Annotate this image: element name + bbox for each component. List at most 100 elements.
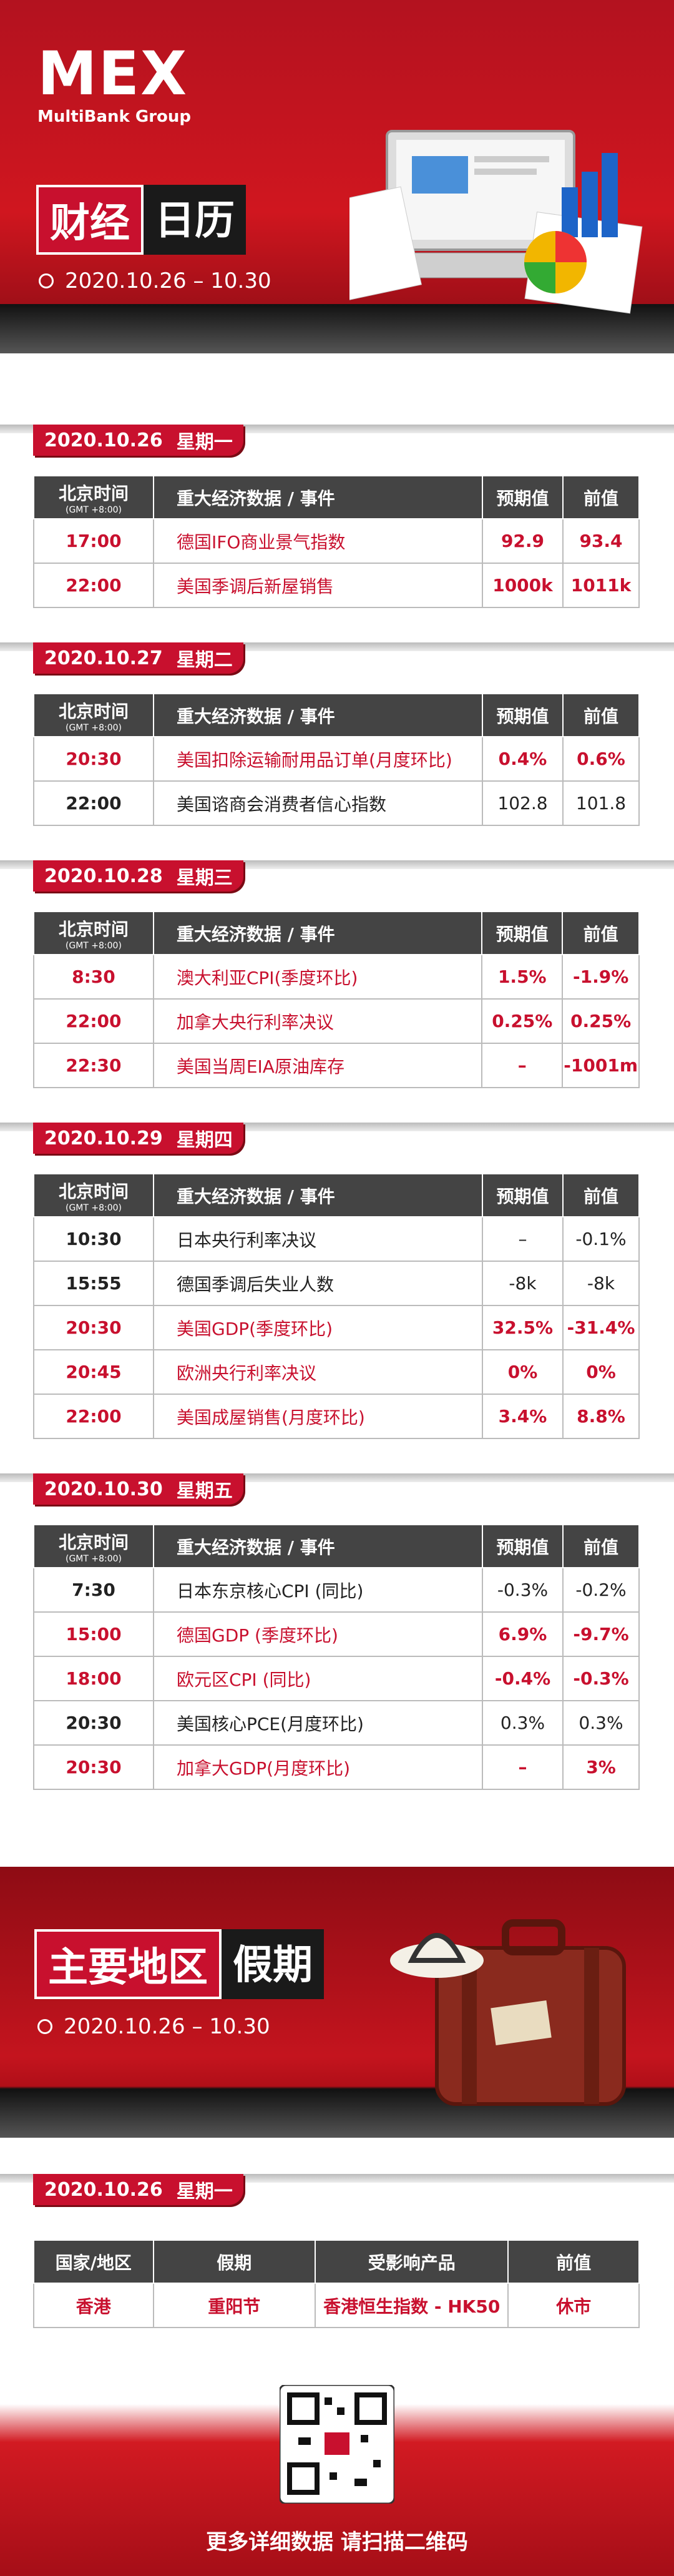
header-row: 北京时间 (GMT +8:00) 重大经济数据 / 事件 预期值 前值 bbox=[33, 475, 640, 519]
forecast-cell: 0% bbox=[482, 1349, 564, 1395]
column-header: 重大经济数据 / 事件 bbox=[153, 475, 483, 519]
logo-subtitle: MultiBank Group bbox=[37, 107, 191, 126]
previous-cell: -1.9% bbox=[562, 954, 640, 1000]
event-cell: 德国季调后失业人数 bbox=[153, 1261, 483, 1306]
column-note: (GMT +8:00) bbox=[65, 1553, 122, 1564]
date: 2020.10.30 bbox=[44, 1478, 163, 1500]
event-table: 北京时间 (GMT +8:00) 重大经济数据 / 事件 预期值 前值 17:00 德国IF… bbox=[33, 475, 640, 608]
header-row: 国家/地区 假期 受影响产品 前值 bbox=[33, 2239, 640, 2284]
event-row: 10:30 日本央行利率决议 – -0.1% bbox=[33, 1216, 640, 1262]
event-cell: 美国当周EIA原油库存 bbox=[152, 1043, 483, 1088]
forecast-cell: 102.8 bbox=[482, 780, 564, 826]
icon bbox=[39, 273, 54, 288]
event-table: 北京时间 (GMT +8:00) 重大经济数据 / 事件 预期值 前值 7:30 日本东京核… bbox=[33, 1524, 640, 1790]
event-row: 22:00 美国成屋销售(月度环比) 3.4% 8.8% bbox=[33, 1394, 640, 1439]
column-header: 受影响产品 bbox=[315, 2239, 509, 2284]
forecast-cell: – bbox=[482, 1216, 564, 1262]
column-header: 重大经济数据 / 事件 bbox=[152, 911, 483, 955]
column-title: 北京时间 bbox=[58, 483, 129, 504]
weekday: 星期一 bbox=[176, 431, 233, 453]
title-part: 财经 bbox=[36, 185, 144, 255]
event-cell: 美国成屋销售(月度环比) bbox=[153, 1394, 483, 1439]
holiday-cell: 香港 bbox=[33, 2283, 154, 2328]
header-row: 北京时间 (GMT +8:00) 重大经济数据 / 事件 预期值 前值 bbox=[33, 1173, 640, 1217]
event-cell: 澳大利亚CPI(季度环比) bbox=[152, 954, 483, 1000]
forecast-cell: 0.4% bbox=[482, 736, 564, 782]
previous-cell: 0.3% bbox=[562, 1700, 640, 1746]
date-banner: 2020.10.29 星期四 bbox=[33, 1123, 243, 1154]
previous-cell: 93.4 bbox=[562, 518, 640, 564]
time-cell: 10:30 bbox=[33, 1216, 154, 1262]
laptop-illustration bbox=[349, 130, 643, 314]
time-cell: 20:30 bbox=[33, 1700, 154, 1746]
date-range: 2020.10.26 – 10.30 bbox=[65, 268, 271, 293]
column-header: 国家/地区 bbox=[33, 2239, 154, 2284]
header-row: 北京时间 (GMT +8:00) 重大经济数据 / 事件 预期值 前值 bbox=[33, 693, 640, 737]
holiday-section: 2020.10.26 星期一 国家/地区 假期 受影响产品 前值 香港 重阳节 香港恒生指数… bbox=[0, 2174, 674, 2336]
date-banner: 2020.10.30 星期五 bbox=[33, 1473, 243, 1505]
weekday: 星期一 bbox=[176, 2181, 233, 2203]
suitcase-illustration bbox=[390, 1919, 626, 2106]
forecast-cell: – bbox=[481, 1043, 564, 1088]
title-part: 日历 bbox=[144, 185, 246, 255]
event-row: 20:30 美国扣除运输耐用品订单(月度环比) 0.4% 0.6% bbox=[33, 736, 640, 782]
previous-cell: 0% bbox=[562, 1349, 640, 1395]
column-header: 前值 bbox=[562, 475, 640, 519]
forecast-cell: 1.5% bbox=[481, 954, 564, 1000]
column-header: 北京时间 (GMT +8:00) bbox=[33, 1524, 154, 1568]
event-cell: 美国谘商会消费者信心指数 bbox=[153, 780, 483, 826]
previous-cell: -1001m bbox=[562, 1043, 640, 1088]
date-line: 2020.10.26 – 10.30 bbox=[37, 2014, 270, 2039]
title-part: 主要地区 bbox=[34, 1929, 222, 1999]
time-cell: 8:30 bbox=[33, 954, 154, 1000]
previous-cell: -8k bbox=[562, 1261, 640, 1306]
column-header: 预期值 bbox=[482, 1524, 564, 1568]
time-cell: 20:45 bbox=[33, 1349, 154, 1395]
event-row: 20:30 美国核心PCE(月度环比) 0.3% 0.3% bbox=[33, 1700, 640, 1746]
event-row: 22:00 美国季调后新屋销售 1000k 1011k bbox=[33, 563, 640, 608]
day-section: 2020.10.27 星期二北京时间 (GMT +8:00) 重大经济数据 / 事件预… bbox=[0, 642, 674, 826]
forecast-cell: 6.9% bbox=[482, 1611, 564, 1657]
time-cell: 22:30 bbox=[33, 1043, 154, 1088]
event-cell: 美国扣除运输耐用品订单(月度环比) bbox=[153, 736, 483, 782]
holiday-title: 主要地区 假期 bbox=[34, 1929, 324, 1999]
previous-cell: -0.2% bbox=[562, 1567, 640, 1613]
previous-cell: 0.6% bbox=[562, 736, 640, 782]
forecast-cell: 3.4% bbox=[482, 1394, 564, 1439]
forecast-cell: 0.25% bbox=[481, 998, 564, 1044]
date: 2020.10.29 bbox=[44, 1127, 163, 1149]
footer bbox=[0, 2385, 674, 2576]
date: 2020.10.26 bbox=[44, 429, 163, 451]
column-header: 前值 bbox=[507, 2239, 640, 2284]
column-header: 前值 bbox=[562, 1524, 640, 1568]
title: 财经 日历 bbox=[36, 185, 246, 255]
previous-cell: -9.7% bbox=[562, 1611, 640, 1657]
header: MEX MultiBank Group 财经 日历 2020.10.26 – 1… bbox=[0, 0, 674, 353]
forecast-cell: -0.3% bbox=[482, 1567, 564, 1613]
column-title: 北京时间 bbox=[58, 701, 129, 722]
date-banner: 2020.10.26 星期一 bbox=[33, 425, 243, 456]
date-banner: 2020.10.27 星期二 bbox=[33, 642, 243, 674]
column-header: 重大经济数据 / 事件 bbox=[153, 693, 483, 737]
event-cell: 德国GDP (季度环比) bbox=[153, 1611, 483, 1657]
time-cell: 22:00 bbox=[33, 1394, 154, 1439]
forecast-cell: – bbox=[482, 1744, 564, 1790]
column-header: 预期值 bbox=[481, 911, 564, 955]
day-section: 2020.10.26 星期一北京时间 (GMT +8:00) 重大经济数据 / 事件预… bbox=[0, 425, 674, 608]
event-table: 北京时间 (GMT +8:00) 重大经济数据 / 事件 预期值 前值 8:30 澳大利亚C… bbox=[33, 911, 640, 1088]
column-header: 前值 bbox=[562, 911, 640, 955]
event-row: 20:45 欧洲央行利率决议 0% 0% bbox=[33, 1349, 640, 1395]
holiday-hero: 主要地区 假期 2020.10.26 – 10.30 bbox=[0, 1867, 674, 2138]
event-cell: 美国GDP(季度环比) bbox=[153, 1305, 483, 1350]
column-header: 前值 bbox=[562, 1173, 640, 1217]
event-cell: 美国核心PCE(月度环比) bbox=[153, 1700, 483, 1746]
column-header: 北京时间 (GMT +8:00) bbox=[33, 693, 154, 737]
event-row: 22:00 美国谘商会消费者信心指数 102.8 101.8 bbox=[33, 780, 640, 826]
event-cell: 欧洲央行利率决议 bbox=[153, 1349, 483, 1395]
weekday: 星期二 bbox=[176, 649, 233, 671]
event-row: 17:00 德国IFO商业景气指数 92.9 93.4 bbox=[33, 518, 640, 564]
time-cell: 17:00 bbox=[33, 518, 154, 564]
column-title: 北京时间 bbox=[58, 1531, 129, 1553]
time-cell: 20:30 bbox=[33, 1305, 154, 1350]
